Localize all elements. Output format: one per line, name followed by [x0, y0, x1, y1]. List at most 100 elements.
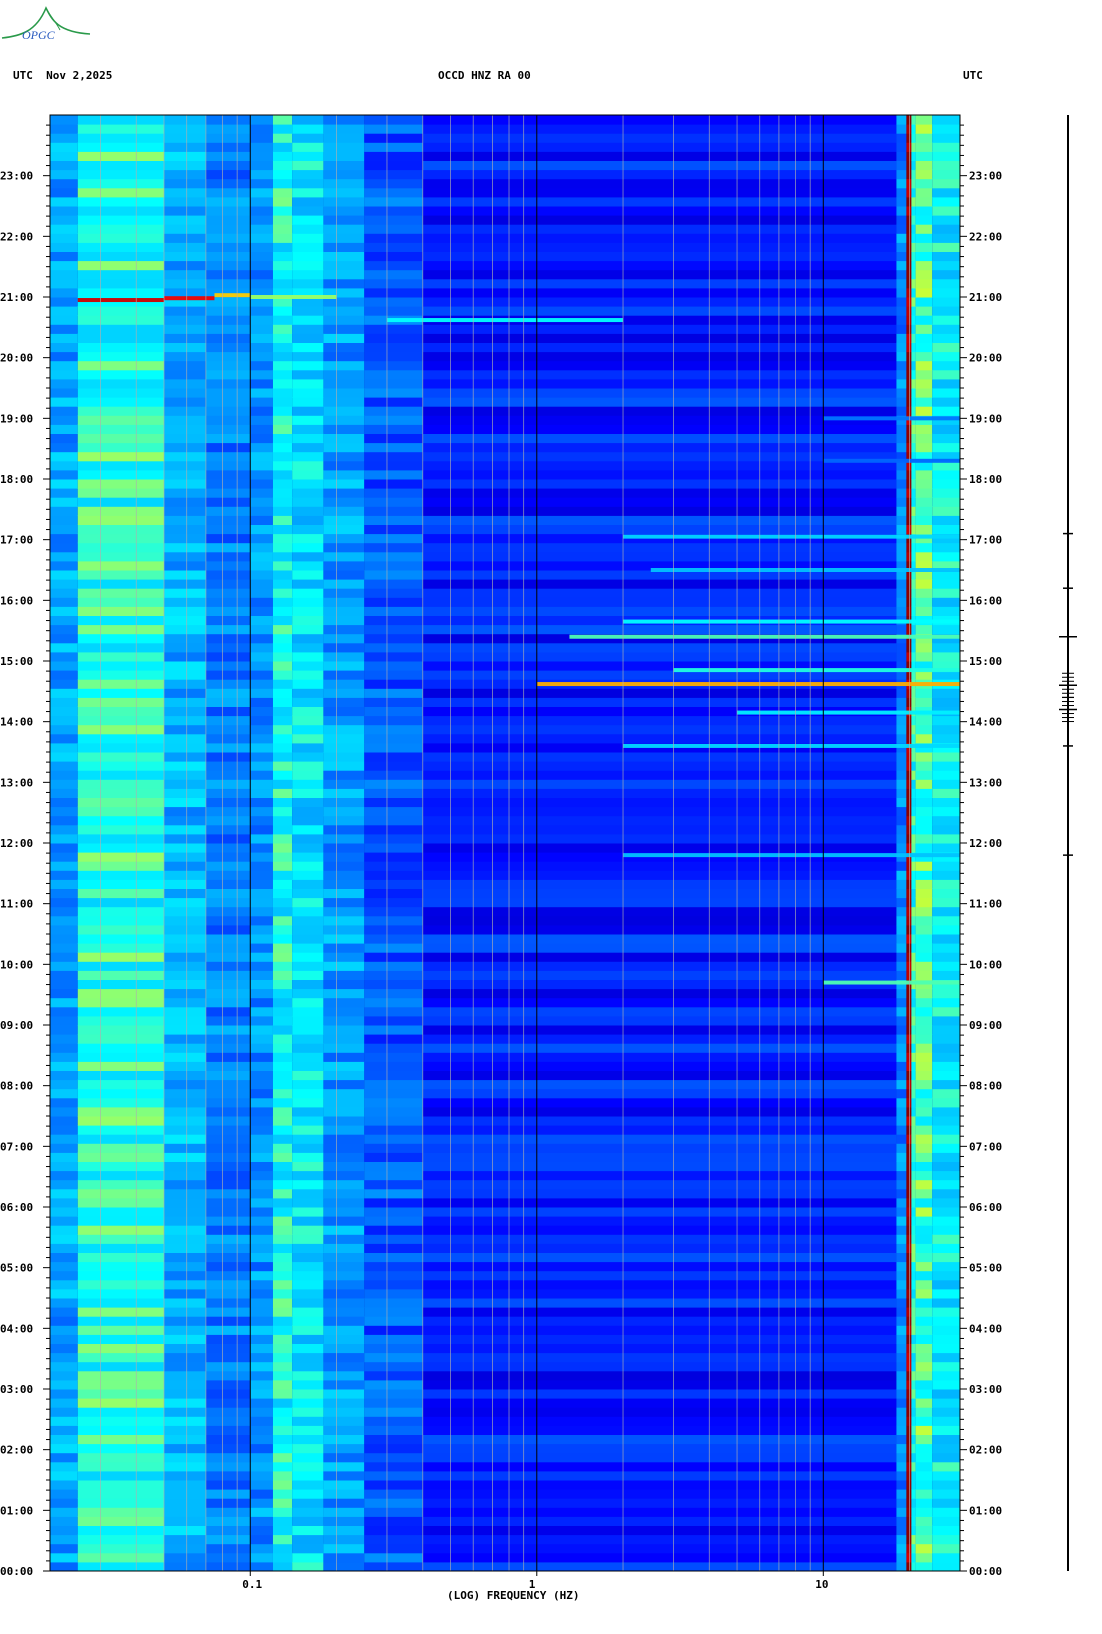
spectrogram-cell	[323, 1361, 365, 1372]
spectrogram-cell	[906, 1025, 912, 1035]
spectrogram-cell	[250, 1015, 273, 1026]
spectrogram-cell	[323, 1543, 365, 1554]
spectrogram-cell	[250, 1288, 273, 1299]
spectrogram-cell	[292, 697, 324, 707]
spectrogram-cell	[364, 151, 423, 161]
spectrogram-cell	[50, 1507, 78, 1517]
spectrogram-cell	[915, 187, 933, 198]
spectrogram-cell	[164, 1470, 206, 1481]
spectrogram-cell	[164, 788, 206, 798]
spectrogram-cell	[50, 551, 78, 562]
spectrogram-cell	[164, 1352, 206, 1363]
spectrogram-cell	[932, 460, 960, 471]
spectrogram-cell	[906, 997, 912, 1008]
spectrogram-cell	[50, 661, 78, 671]
spectrogram-cell	[364, 551, 423, 562]
spectrogram-cell	[164, 297, 206, 307]
spectrogram-cell	[292, 879, 324, 889]
spectrogram-cell	[915, 269, 933, 280]
spectrogram-cell	[292, 706, 324, 717]
spectrogram-cell	[292, 752, 324, 762]
spectrogram-cell	[906, 779, 912, 789]
spectrogram-cell	[915, 1361, 933, 1372]
spectrogram-cell	[911, 715, 916, 726]
spectrogram-cell	[250, 624, 273, 635]
spectrogram-cell	[164, 870, 206, 880]
spectrogram-cell	[364, 1161, 423, 1172]
spectrogram-cell	[272, 497, 293, 507]
spectrogram-cell	[77, 224, 165, 234]
spectrogram-cell	[164, 551, 206, 562]
spectrogram-cell	[164, 1243, 206, 1253]
spectrogram-cell	[906, 1298, 912, 1308]
spectrogram-cell	[906, 488, 912, 498]
spectrogram-cell	[422, 187, 897, 198]
spectrogram-cell	[911, 915, 916, 926]
spectrogram-cell	[323, 1125, 365, 1135]
spectrogram-cell	[50, 124, 78, 134]
spectrogram-cell	[422, 278, 897, 289]
spectrogram-cell	[77, 1407, 165, 1417]
spectrogram-column	[164, 115, 206, 1572]
spectrogram-cell	[250, 897, 273, 908]
spectrogram-cell	[915, 1407, 933, 1417]
spectrogram-cell	[932, 815, 960, 826]
spectrogram-cell	[292, 1243, 324, 1253]
spectrogram-cell	[932, 1088, 960, 1099]
spectrogram-cell	[77, 1170, 165, 1181]
spectrogram-cell	[164, 1452, 206, 1463]
spectrogram-cell	[292, 378, 324, 389]
spectrogram-cell	[932, 542, 960, 553]
spectrogram-cell	[932, 1543, 960, 1554]
spectrogram-cell	[164, 1561, 206, 1572]
spectrogram-cell	[205, 506, 251, 516]
spectrogram-cell	[896, 1516, 907, 1526]
spectrogram-cell	[292, 206, 324, 216]
spectrogram-cell	[906, 1097, 912, 1108]
spectrogram-cell	[164, 1316, 206, 1326]
spectrogram-cell	[906, 251, 912, 262]
spectrogram-cell	[896, 924, 907, 935]
spectrogram-cell	[205, 1407, 251, 1417]
spectrogram-cell	[911, 124, 916, 134]
spectrogram-cell	[50, 1334, 78, 1344]
spectrogram-cell	[250, 506, 273, 516]
spectrogram-cell	[272, 542, 293, 553]
spectrogram-cell	[323, 997, 365, 1008]
spectrogram-cell	[205, 651, 251, 662]
spectrogram-cell	[911, 1106, 916, 1117]
spectrogram-cell	[932, 333, 960, 343]
spectrogram-cell	[906, 1480, 912, 1490]
spectrogram-cell	[292, 1307, 324, 1317]
spectrogram-cell	[422, 788, 897, 798]
spectrogram-cell	[915, 924, 933, 935]
spectrogram-cell	[906, 1179, 912, 1190]
spectrogram-cell	[250, 206, 273, 216]
spectrogram-cell	[911, 406, 916, 416]
spectrogram-cell	[896, 1025, 907, 1035]
spectrogram-cell	[911, 315, 916, 325]
spectrogram-cell	[906, 1216, 912, 1226]
spectrogram-cell	[250, 315, 273, 325]
spectrogram-cell	[932, 861, 960, 871]
spectrogram-cell	[906, 624, 912, 635]
spectrogram-cell	[292, 424, 324, 434]
spectrogram-cell	[50, 360, 78, 371]
spectrogram-cell	[205, 997, 251, 1008]
spectrogram-cell	[205, 251, 251, 262]
y-tick-label-right: 08:00	[969, 1080, 1002, 1093]
spectrogram-cell	[932, 1552, 960, 1563]
spectrogram-cell	[323, 1079, 365, 1090]
spectrogram-cell	[915, 1125, 933, 1135]
spectrogram-cell	[323, 779, 365, 789]
spectrogram-cell	[50, 560, 78, 571]
spectrogram-cell	[50, 752, 78, 762]
spectrogram-cell	[915, 1325, 933, 1335]
spectrogram-cell	[932, 215, 960, 225]
spectrogram-cell	[906, 988, 912, 999]
spectrogram-cell	[906, 1188, 912, 1199]
spectrogram-cell	[50, 415, 78, 425]
spectrogram-cell	[50, 469, 78, 480]
spectrogram-cell	[205, 1316, 251, 1326]
spectrogram-event-band	[386, 318, 624, 323]
